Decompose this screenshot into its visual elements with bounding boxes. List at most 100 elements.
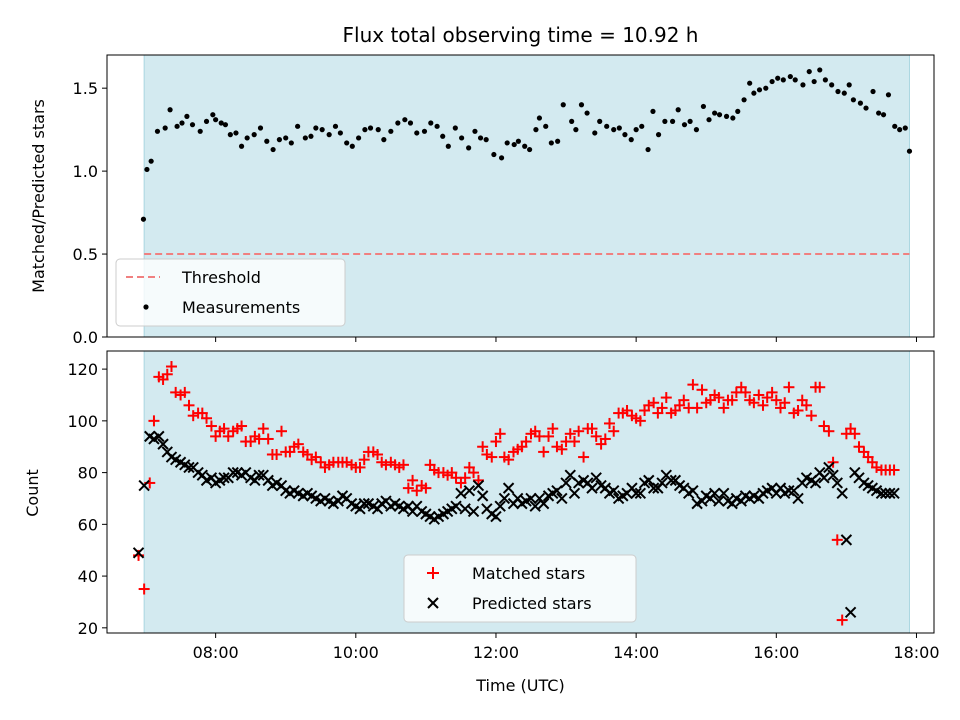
predicted-point [157, 438, 169, 450]
matched-point [691, 402, 703, 414]
predicted-point [809, 477, 822, 489]
measurement-point [440, 133, 446, 139]
matched-point [341, 456, 353, 468]
measurement-point [434, 123, 440, 129]
matched-point [477, 441, 489, 453]
ratio-legend: Threshold Measurements [115, 258, 346, 327]
measurement-point [257, 125, 264, 131]
measurement-point [892, 123, 898, 129]
predicted-point [568, 487, 581, 500]
measurement-point [655, 132, 662, 138]
measurement-point [645, 146, 651, 153]
matched-point [757, 399, 769, 411]
measurement-point [227, 132, 233, 138]
matched-point [459, 472, 471, 484]
measurement-point [611, 127, 617, 133]
predicted-point [823, 461, 835, 474]
measurement-point [367, 125, 374, 131]
predicted-point [358, 497, 370, 510]
measurement-point [584, 110, 590, 116]
measurement-point [706, 117, 712, 123]
matched-point [823, 425, 835, 437]
measurement-point [906, 148, 913, 154]
measurement-point [560, 102, 566, 108]
predicted-point [525, 492, 537, 505]
predicted-point [472, 479, 485, 492]
matched-point [656, 402, 668, 414]
measurement-point [662, 118, 668, 124]
matched-point [310, 451, 322, 463]
predicted-point [630, 487, 642, 500]
ratio-y-tick-label: 1.5 [73, 79, 98, 98]
matched-point [739, 386, 751, 398]
matched-point [503, 454, 515, 466]
measurement-point [472, 128, 478, 134]
measurement-point [569, 118, 575, 124]
measurement-point [817, 67, 823, 73]
measurement-point [184, 113, 190, 119]
matched-point [292, 438, 304, 450]
predicted-point [529, 500, 541, 512]
predicted-point [494, 500, 506, 512]
measurement-point [445, 143, 451, 149]
matched-legend-label: Matched stars [472, 564, 585, 583]
measurement-point [573, 127, 579, 133]
measurement-point [388, 128, 394, 134]
measurement-point [633, 127, 639, 133]
matched-point [138, 583, 150, 595]
measurement-point [148, 158, 154, 164]
matched-point [748, 397, 760, 409]
measurement-point [616, 125, 622, 131]
matched-point [621, 405, 633, 417]
matched-point [836, 614, 848, 626]
measurement-point [763, 85, 769, 91]
measurement-point [902, 125, 908, 131]
predicted-point [183, 461, 195, 474]
predicted-point [884, 487, 896, 500]
predicted-point [218, 472, 230, 484]
measurement-point [276, 137, 283, 143]
measurement-point [527, 146, 533, 153]
measurement-point [769, 78, 775, 85]
measurement-point [622, 132, 628, 138]
predicted-point [713, 495, 725, 507]
predicted-legend-swatch [427, 597, 439, 609]
matched-point [831, 534, 843, 546]
matched-point [236, 420, 248, 432]
measurement-point [491, 151, 497, 158]
measurement-point [313, 125, 319, 131]
measurement-point [144, 166, 150, 173]
measurement-point [681, 122, 688, 128]
matched-point [888, 464, 900, 476]
ratio-panel: 0.0 0.5 1.0 1.5 Matched/Predicted stars Thr… [29, 54, 935, 347]
measurement-point [885, 92, 892, 98]
matched-point [805, 410, 817, 422]
measurement-point [459, 135, 465, 141]
predicted-point [467, 505, 480, 518]
measurement-point [835, 88, 841, 95]
matched-point [411, 485, 423, 497]
matched-point [726, 394, 738, 406]
ratio-legend-box [115, 258, 346, 327]
matched-point [165, 361, 177, 373]
measurement-point [806, 68, 812, 75]
measurement-point [218, 120, 224, 126]
measurement-point [751, 90, 757, 96]
measurement-point [578, 102, 585, 108]
predicted-point [253, 469, 265, 481]
measurement-point [669, 118, 676, 124]
predicted-point [608, 484, 620, 497]
measurement-point [756, 87, 763, 93]
matched-point [402, 482, 414, 494]
measurement-point [466, 145, 472, 151]
measurement-point [162, 125, 168, 131]
measurement-point [210, 112, 216, 118]
matched-point [660, 392, 672, 404]
measurement-point [414, 130, 420, 136]
measurement-point [829, 82, 835, 88]
measurement-point [792, 77, 798, 83]
ratio-y-tick-label: 0.5 [73, 245, 98, 264]
measurement-point [308, 133, 314, 139]
matched-point [648, 397, 660, 409]
measurement-point [402, 117, 408, 123]
